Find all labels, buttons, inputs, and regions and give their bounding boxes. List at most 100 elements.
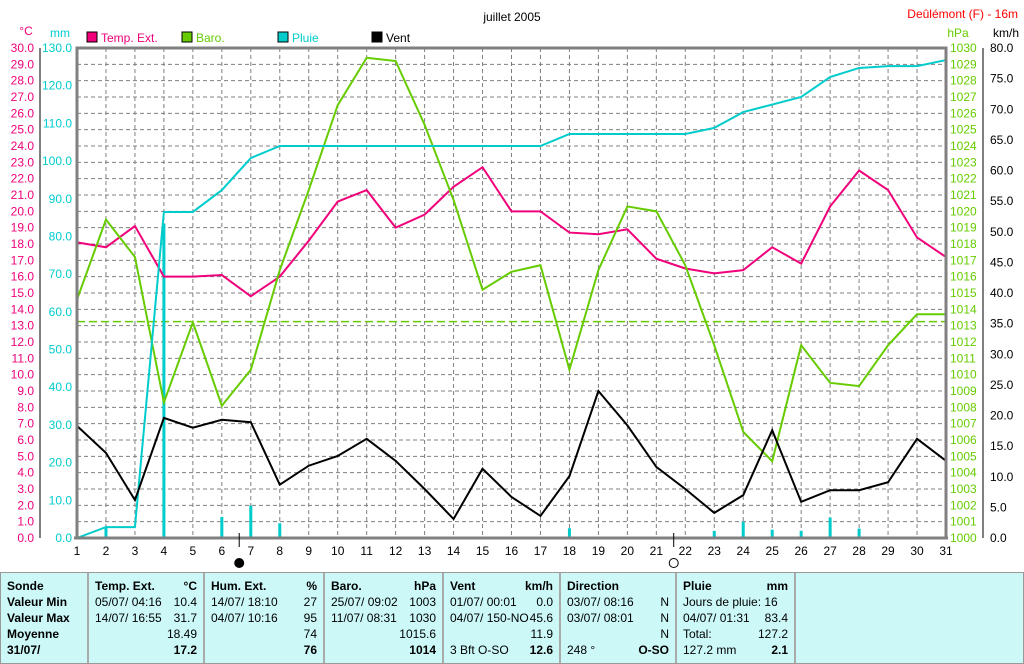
- cell-label: Sonde: [7, 579, 44, 593]
- daily-rain-bar: [712, 530, 716, 538]
- baro-tick-label: 1013: [950, 319, 977, 333]
- x-tick-label: 16: [505, 544, 519, 558]
- table-column: Pluie mm Jours de pluie: 16 04/07/ 01:31 83.…: [677, 573, 796, 663]
- baro-tick-label: 1030: [950, 41, 977, 55]
- x-tick-label: 3: [132, 544, 139, 558]
- rain-tick-label: 40.0: [49, 380, 73, 394]
- cell-label: 05/07/ 04:16: [95, 595, 162, 609]
- temp-tick-label: 25.0: [11, 123, 35, 137]
- baro-tick-label: 1000: [950, 531, 977, 545]
- baro-tick-label: 1009: [950, 384, 977, 398]
- daily-rain-bar: [799, 530, 803, 538]
- daily-rain-bar: [770, 529, 774, 538]
- baro-tick-label: 1019: [950, 221, 977, 235]
- temp-axis-unit: °C: [19, 24, 33, 38]
- cell-value: 1003: [409, 595, 436, 609]
- wind-tick-label: 35.0: [990, 317, 1014, 331]
- temp-tick-label: 27.0: [11, 90, 35, 104]
- temp-tick-label: 18.0: [11, 237, 35, 251]
- cell-label: 03/07/ 08:01: [567, 611, 634, 625]
- cell-value: 10.4: [173, 595, 197, 609]
- cell-value: O-SO: [638, 643, 669, 657]
- baro-tick-label: 1001: [950, 515, 977, 529]
- table-row: 1014: [331, 642, 436, 658]
- table-column: Hum. Ext.% 14/07/ 18:10 27 04/07/ 10:16 95 74…: [205, 573, 325, 663]
- temp-tick-label: 12.0: [11, 335, 35, 349]
- table-row: Valeur Min: [7, 594, 81, 610]
- wind-tick-label: 65.0: [990, 133, 1014, 147]
- chart-title: juillet 2005: [482, 10, 541, 24]
- table-row: Total: 127.2: [683, 626, 788, 642]
- temp-tick-label: 23.0: [11, 155, 35, 169]
- table-row: 04/07/ 01:31 83.4: [683, 610, 788, 626]
- cell-value: 127.2: [757, 627, 788, 641]
- table-row: Baro. hPa: [331, 578, 436, 594]
- cell-value: 31.7: [173, 611, 197, 625]
- cell-label: Baro.: [331, 579, 362, 593]
- series-line-pluie: [76, 59, 947, 539]
- temp-tick-label: 22.0: [11, 172, 35, 186]
- x-tick-label: 13: [418, 544, 432, 558]
- wind-tick-label: 20.0: [990, 409, 1014, 423]
- temp-tick-label: 10.0: [11, 368, 35, 382]
- temp-tick-label: 4.0: [17, 466, 34, 480]
- table-row: 14/07/ 16:55 31.7: [95, 610, 197, 626]
- legend-label: Vent: [386, 31, 411, 45]
- x-tick-label: 26: [794, 544, 808, 558]
- table-row: 14/07/ 18:10 27: [211, 594, 317, 610]
- temp-tick-label: 15.0: [11, 286, 35, 300]
- baro-tick-label: 1025: [950, 123, 977, 137]
- cell-value: 1014: [409, 643, 436, 657]
- legend-label: Baro.: [196, 31, 225, 45]
- cell-label: Valeur Max: [7, 611, 70, 625]
- rain-tick-label: 90.0: [49, 192, 73, 206]
- rain-tick-label: 110.0: [43, 116, 72, 130]
- cell-value: 2.1: [771, 643, 788, 657]
- x-tick-label: 19: [592, 544, 606, 558]
- temp-tick-label: 2.0: [17, 498, 34, 512]
- temp-tick-label: 17.0: [11, 253, 35, 267]
- x-tick-label: 24: [737, 544, 751, 558]
- temp-tick-label: 8.0: [17, 400, 34, 414]
- daily-rain-bar: [104, 527, 108, 538]
- table-row: 74: [211, 626, 317, 642]
- baro-tick-label: 1028: [950, 74, 977, 88]
- baro-tick-label: 1026: [950, 106, 977, 120]
- wind-tick-label: 45.0: [990, 255, 1014, 269]
- x-tick-label: 6: [218, 544, 225, 558]
- daily-rain-bar: [828, 517, 832, 538]
- table-row: 17.2: [95, 642, 197, 658]
- table-row: 03/07/ 08:01 N: [567, 610, 669, 626]
- table-row: 18.49: [95, 626, 197, 642]
- x-tick-label: 21: [650, 544, 664, 558]
- daily-rain-bar: [278, 523, 282, 538]
- x-tick-label: 14: [447, 544, 461, 558]
- full-moon-icon: [668, 558, 679, 568]
- x-tick-label: 22: [679, 544, 693, 558]
- cell-value: 11.9: [530, 627, 553, 641]
- cell-value: km/h: [524, 579, 553, 593]
- x-tick-label: 29: [881, 544, 895, 558]
- temp-tick-label: 0.0: [17, 531, 34, 545]
- cell-label: 04/07/ 150-NO: [450, 611, 529, 625]
- cell-value: 95: [303, 611, 317, 625]
- legend-label: Pluie: [292, 31, 319, 45]
- baro-axis-unit: hPa: [947, 26, 969, 40]
- x-tick-label: 30: [910, 544, 924, 558]
- cell-label: 127.2 mm: [683, 643, 737, 657]
- baro-tick-label: 1004: [950, 466, 977, 480]
- wind-tick-label: 0.0: [990, 531, 1007, 545]
- legend-label: Temp. Ext.: [101, 31, 158, 45]
- temp-tick-label: 6.0: [17, 433, 34, 447]
- baro-tick-label: 1008: [950, 400, 977, 414]
- wind-tick-label: 10.0: [990, 470, 1014, 484]
- table-column: Temp. Ext. °C 05/07/ 04:16 10.4 14/07/ 16:55…: [89, 573, 205, 663]
- wind-tick-label: 55.0: [990, 194, 1014, 208]
- temp-tick-label: 3.0: [17, 482, 34, 496]
- temp-tick-label: 5.0: [17, 449, 34, 463]
- baro-tick-label: 1016: [950, 270, 977, 284]
- baro-tick-label: 1012: [950, 335, 977, 349]
- daily-rain-bar: [741, 521, 745, 538]
- rain-tick-label: 0.0: [55, 531, 72, 545]
- table-row: 11/07/ 08:31 1030: [331, 610, 436, 626]
